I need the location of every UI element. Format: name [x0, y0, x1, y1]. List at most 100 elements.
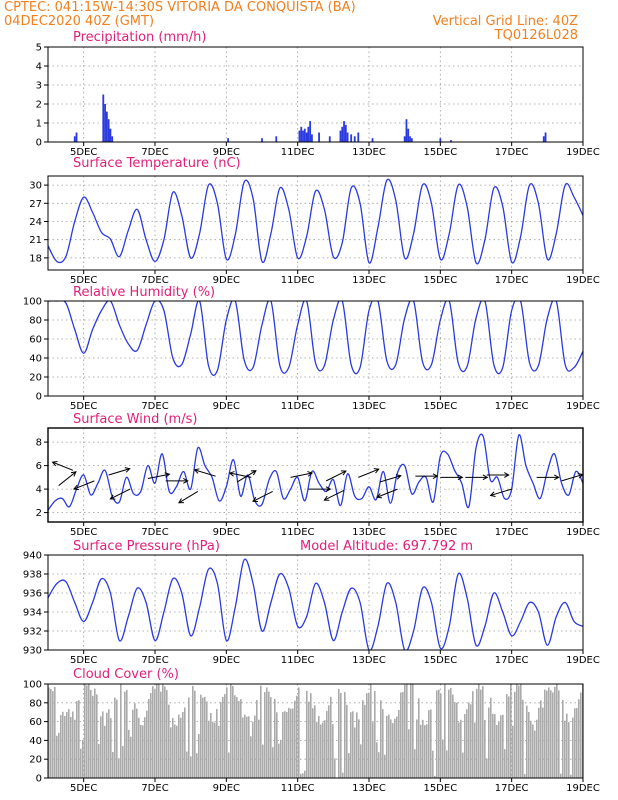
cloud-bar	[284, 711, 286, 778]
cloud-bar	[226, 687, 228, 778]
cloud-bar	[136, 708, 138, 778]
y-tick-label: 40	[29, 354, 42, 365]
cloud-bar	[312, 708, 314, 778]
cloud-bar	[358, 719, 360, 778]
precip-bar	[450, 140, 452, 142]
cloud-bar	[158, 684, 160, 778]
cloud-bars	[48, 684, 583, 778]
cloud-bar	[110, 718, 112, 778]
wind-arrow-shaft	[358, 468, 379, 478]
cloud-bar	[114, 697, 116, 778]
wind-arrow-head	[395, 474, 402, 480]
cloud-bar	[72, 711, 74, 778]
y-tick-label: 21	[29, 235, 42, 246]
panel-title: Surface Temperature (nC)	[73, 156, 241, 171]
cloud-bar	[218, 725, 220, 778]
cloud-bar	[84, 684, 86, 778]
cloud-bar	[88, 684, 90, 778]
cloud-bar	[216, 709, 218, 778]
cloud-bar	[462, 752, 464, 778]
cloud-bar	[180, 717, 182, 778]
cloud-bar	[96, 694, 98, 778]
series-line	[48, 558, 583, 650]
precip-bar	[311, 134, 313, 142]
wind-arrow-shaft	[252, 491, 273, 502]
wind-arrow-shaft	[58, 471, 77, 486]
y-tick-label: 60	[29, 335, 42, 346]
cloud-bar	[266, 687, 268, 778]
cloud-bar	[434, 775, 436, 778]
cloud-bar	[62, 711, 64, 778]
cloud-bar	[146, 710, 148, 778]
cloud-bar	[230, 684, 232, 778]
cloud-bar	[54, 687, 56, 778]
x-tick-label: 17DEC	[495, 275, 529, 286]
cloud-bar	[370, 684, 372, 778]
cloud-bar	[418, 698, 420, 778]
y-tick-label: 940	[23, 551, 42, 562]
cloud-bar	[306, 690, 308, 778]
panel-title: Surface Pressure (hPa)	[73, 539, 220, 554]
wind-arrow-head	[252, 496, 259, 502]
cloud-bar	[286, 712, 288, 778]
cloud-bar	[486, 758, 488, 778]
y-tick-label: 20	[29, 373, 42, 384]
x-tick-label: 9DEC	[213, 401, 240, 412]
cloud-bar	[268, 691, 270, 778]
cloud-bar	[76, 701, 78, 778]
cloud-bar	[464, 714, 466, 778]
cloud-bar	[50, 688, 52, 778]
y-tick-label: 5	[36, 43, 42, 54]
precip-bar	[357, 132, 360, 142]
panel-frame	[47, 300, 584, 397]
panel-0: 0 1 2 3 4 5 5DEC 7DEC 9DEC 11DEC 13DEC 15DEC 17DEC 19…	[36, 30, 600, 158]
y-tick-label: 100	[23, 680, 42, 691]
cloud-bar	[144, 717, 146, 778]
cloud-bar	[406, 684, 408, 778]
cloud-bar	[352, 711, 354, 778]
cloud-bar	[92, 695, 94, 778]
cloud-bar	[288, 707, 290, 778]
cloud-bar	[252, 721, 254, 778]
cloud-bar	[444, 684, 446, 778]
cloud-bar	[430, 709, 432, 778]
wind-arrow-head	[250, 470, 257, 476]
cloud-bar	[302, 773, 304, 778]
cloud-bar	[496, 725, 498, 778]
cloud-bar	[246, 716, 248, 778]
cloud-bar	[466, 709, 468, 778]
precip-bar	[300, 126, 303, 142]
cloud-bar	[500, 715, 502, 778]
cloud-bar	[338, 688, 340, 778]
cloud-bar	[390, 719, 392, 778]
x-tick-label: 5DEC	[70, 783, 97, 794]
x-tick-label: 13DEC	[352, 655, 386, 666]
cloud-bar	[166, 690, 168, 778]
cloud-bar	[124, 691, 126, 778]
precip-bar	[344, 124, 347, 142]
cloud-bar	[480, 689, 482, 778]
cloud-bar	[304, 770, 306, 778]
cloud-bar	[108, 709, 110, 778]
wind-arrow-shaft	[490, 488, 512, 496]
cloud-bar	[420, 724, 422, 778]
x-tick-label: 7DEC	[141, 527, 168, 538]
panel-4: 930 932 934 936 938 940 5DEC 7DEC 9DEC 11DEC 13DEC…	[23, 539, 600, 666]
cloud-bar	[134, 703, 136, 778]
panel-2: 0 20 40 60 80 100 5DEC 7DEC 9DEC 11DEC 13DEC 15DEC 1…	[23, 285, 600, 412]
cloud-bar	[190, 756, 192, 778]
cloud-bar	[118, 758, 120, 778]
cloud-bar	[376, 742, 378, 778]
x-tick-label: 7DEC	[141, 783, 168, 794]
cloud-bar	[308, 701, 310, 778]
cloud-bar	[272, 747, 274, 778]
cloud-bar	[332, 724, 334, 778]
cloud-bar	[150, 693, 152, 778]
cloud-bar	[424, 725, 426, 778]
y-tick-label: 18	[29, 253, 42, 264]
cloud-bar	[440, 693, 442, 778]
y-tick-label: 2	[36, 508, 42, 519]
x-tick-label: 13DEC	[352, 783, 386, 794]
cloud-bar	[74, 719, 76, 778]
wind-arrow-head	[228, 471, 235, 477]
